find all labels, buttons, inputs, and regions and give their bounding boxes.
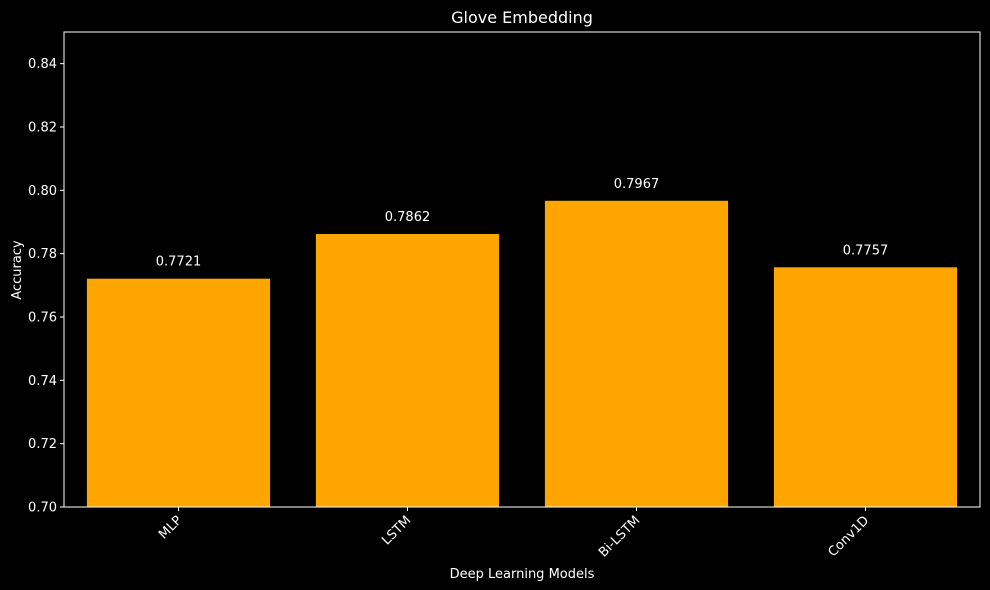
- x-tick-label: Bi-LSTM: [596, 513, 643, 560]
- y-tick-label: 0.76: [28, 311, 57, 326]
- y-tick-label: 0.84: [28, 57, 57, 72]
- y-axis-label: Accuracy: [10, 240, 25, 300]
- y-tick-label: 0.82: [28, 121, 57, 136]
- plot-area: 0.7721 0.7862 0.7967 0.7757 0.70 0.72 0.74 0.76…: [28, 31, 981, 561]
- x-tick-label: Conv1D: [825, 513, 872, 560]
- y-tick-label: 0.80: [28, 184, 57, 199]
- y-tick-label: 0.70: [28, 501, 57, 516]
- bar-bi-lstm: [544, 200, 729, 508]
- bar-lstm: [315, 234, 500, 508]
- bar-value-label: 0.7757: [843, 243, 889, 258]
- y-tick-label: 0.72: [28, 437, 57, 452]
- axes-frame: [63, 31, 981, 508]
- bar-value-label: 0.7721: [156, 255, 202, 270]
- bar-conv1d: [773, 267, 958, 507]
- x-tick-label: MLP: [156, 513, 185, 542]
- x-tick-label: LSTM: [379, 513, 414, 548]
- chart-title: Glove Embedding: [451, 8, 593, 27]
- bar-value-label: 0.7862: [385, 210, 431, 225]
- y-tick-label: 0.78: [28, 247, 57, 262]
- bar-mlp: [86, 278, 271, 507]
- bar-value-label: 0.7967: [614, 177, 660, 192]
- y-tick-label: 0.74: [28, 374, 57, 389]
- x-axis-label: Deep Learning Models: [450, 567, 595, 582]
